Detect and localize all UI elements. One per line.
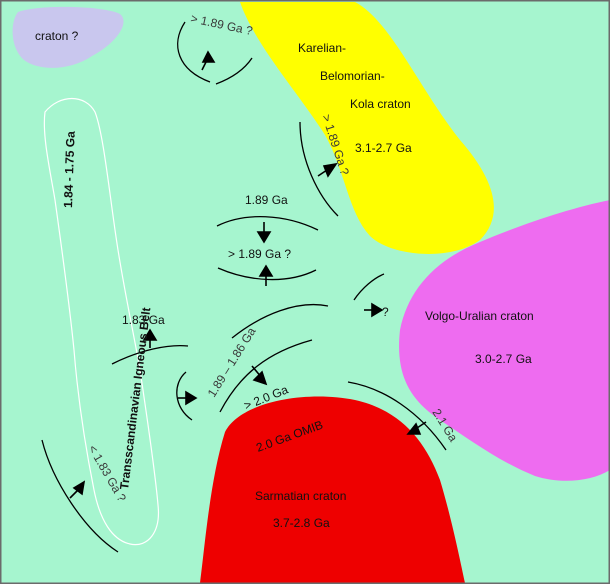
arrow-left-183 — [142, 328, 158, 348]
arrow-center-lower — [258, 264, 274, 286]
unknown-craton-label: craton ? — [35, 29, 79, 43]
arrow-karelian-edge — [317, 162, 338, 178]
age-label-center-upper: 1.89 Ga — [245, 193, 288, 207]
arrow-lower-left — [69, 480, 86, 499]
sarmatian-age: 3.7-2.8 Ga — [273, 516, 330, 530]
volgo-uralian-craton-region — [399, 200, 610, 481]
arc-volgo — [353, 273, 385, 301]
karelian-label-line1: Karelian- — [298, 41, 346, 55]
volgo-uralian-age: 3.0-2.7 Ga — [475, 352, 532, 366]
arrow-top — [201, 50, 216, 71]
arrow-left-small — [178, 390, 198, 406]
arc-top-right — [215, 57, 253, 85]
arc-diag-upper — [231, 304, 329, 339]
age-label-left-183: 1.83 Ga — [122, 313, 165, 327]
volgo-uralian-name: Volgo-Uralian craton — [425, 309, 534, 323]
karelian-craton-region — [240, 2, 494, 254]
arc-left-183 — [111, 344, 189, 365]
sarmatian-craton-region — [200, 396, 465, 583]
karelian-label-line3: Kola craton — [350, 97, 411, 111]
arc-center-upper — [216, 215, 319, 231]
karelian-age: 3.1-2.7 Ga — [355, 141, 412, 155]
karelian-label-line2: Belomorian- — [320, 69, 385, 83]
arc-diag-lower — [219, 339, 313, 413]
arc-left-small — [176, 371, 193, 421]
arc-center-lower — [217, 267, 317, 281]
arc-karelian-edge — [299, 121, 339, 217]
arrow-sarm-2-1 — [406, 421, 427, 435]
age-label-center-lower: > 1.89 Ga ? — [228, 247, 291, 261]
arc-top — [177, 21, 211, 83]
arc-lower-left — [41, 439, 119, 553]
arrow-center-upper — [256, 222, 272, 244]
arc-sarm-2-1 — [347, 381, 447, 451]
arrow-diag — [251, 365, 268, 386]
arrow-volgo — [364, 302, 384, 318]
tib-outline — [43, 98, 160, 546]
unknown-craton-region — [12, 6, 124, 68]
sarmatian-name: Sarmatian craton — [255, 489, 346, 503]
tib-age: 1.84 - 1.75 Ga — [61, 131, 78, 208]
age-label-volgo-q: ? — [382, 305, 389, 319]
